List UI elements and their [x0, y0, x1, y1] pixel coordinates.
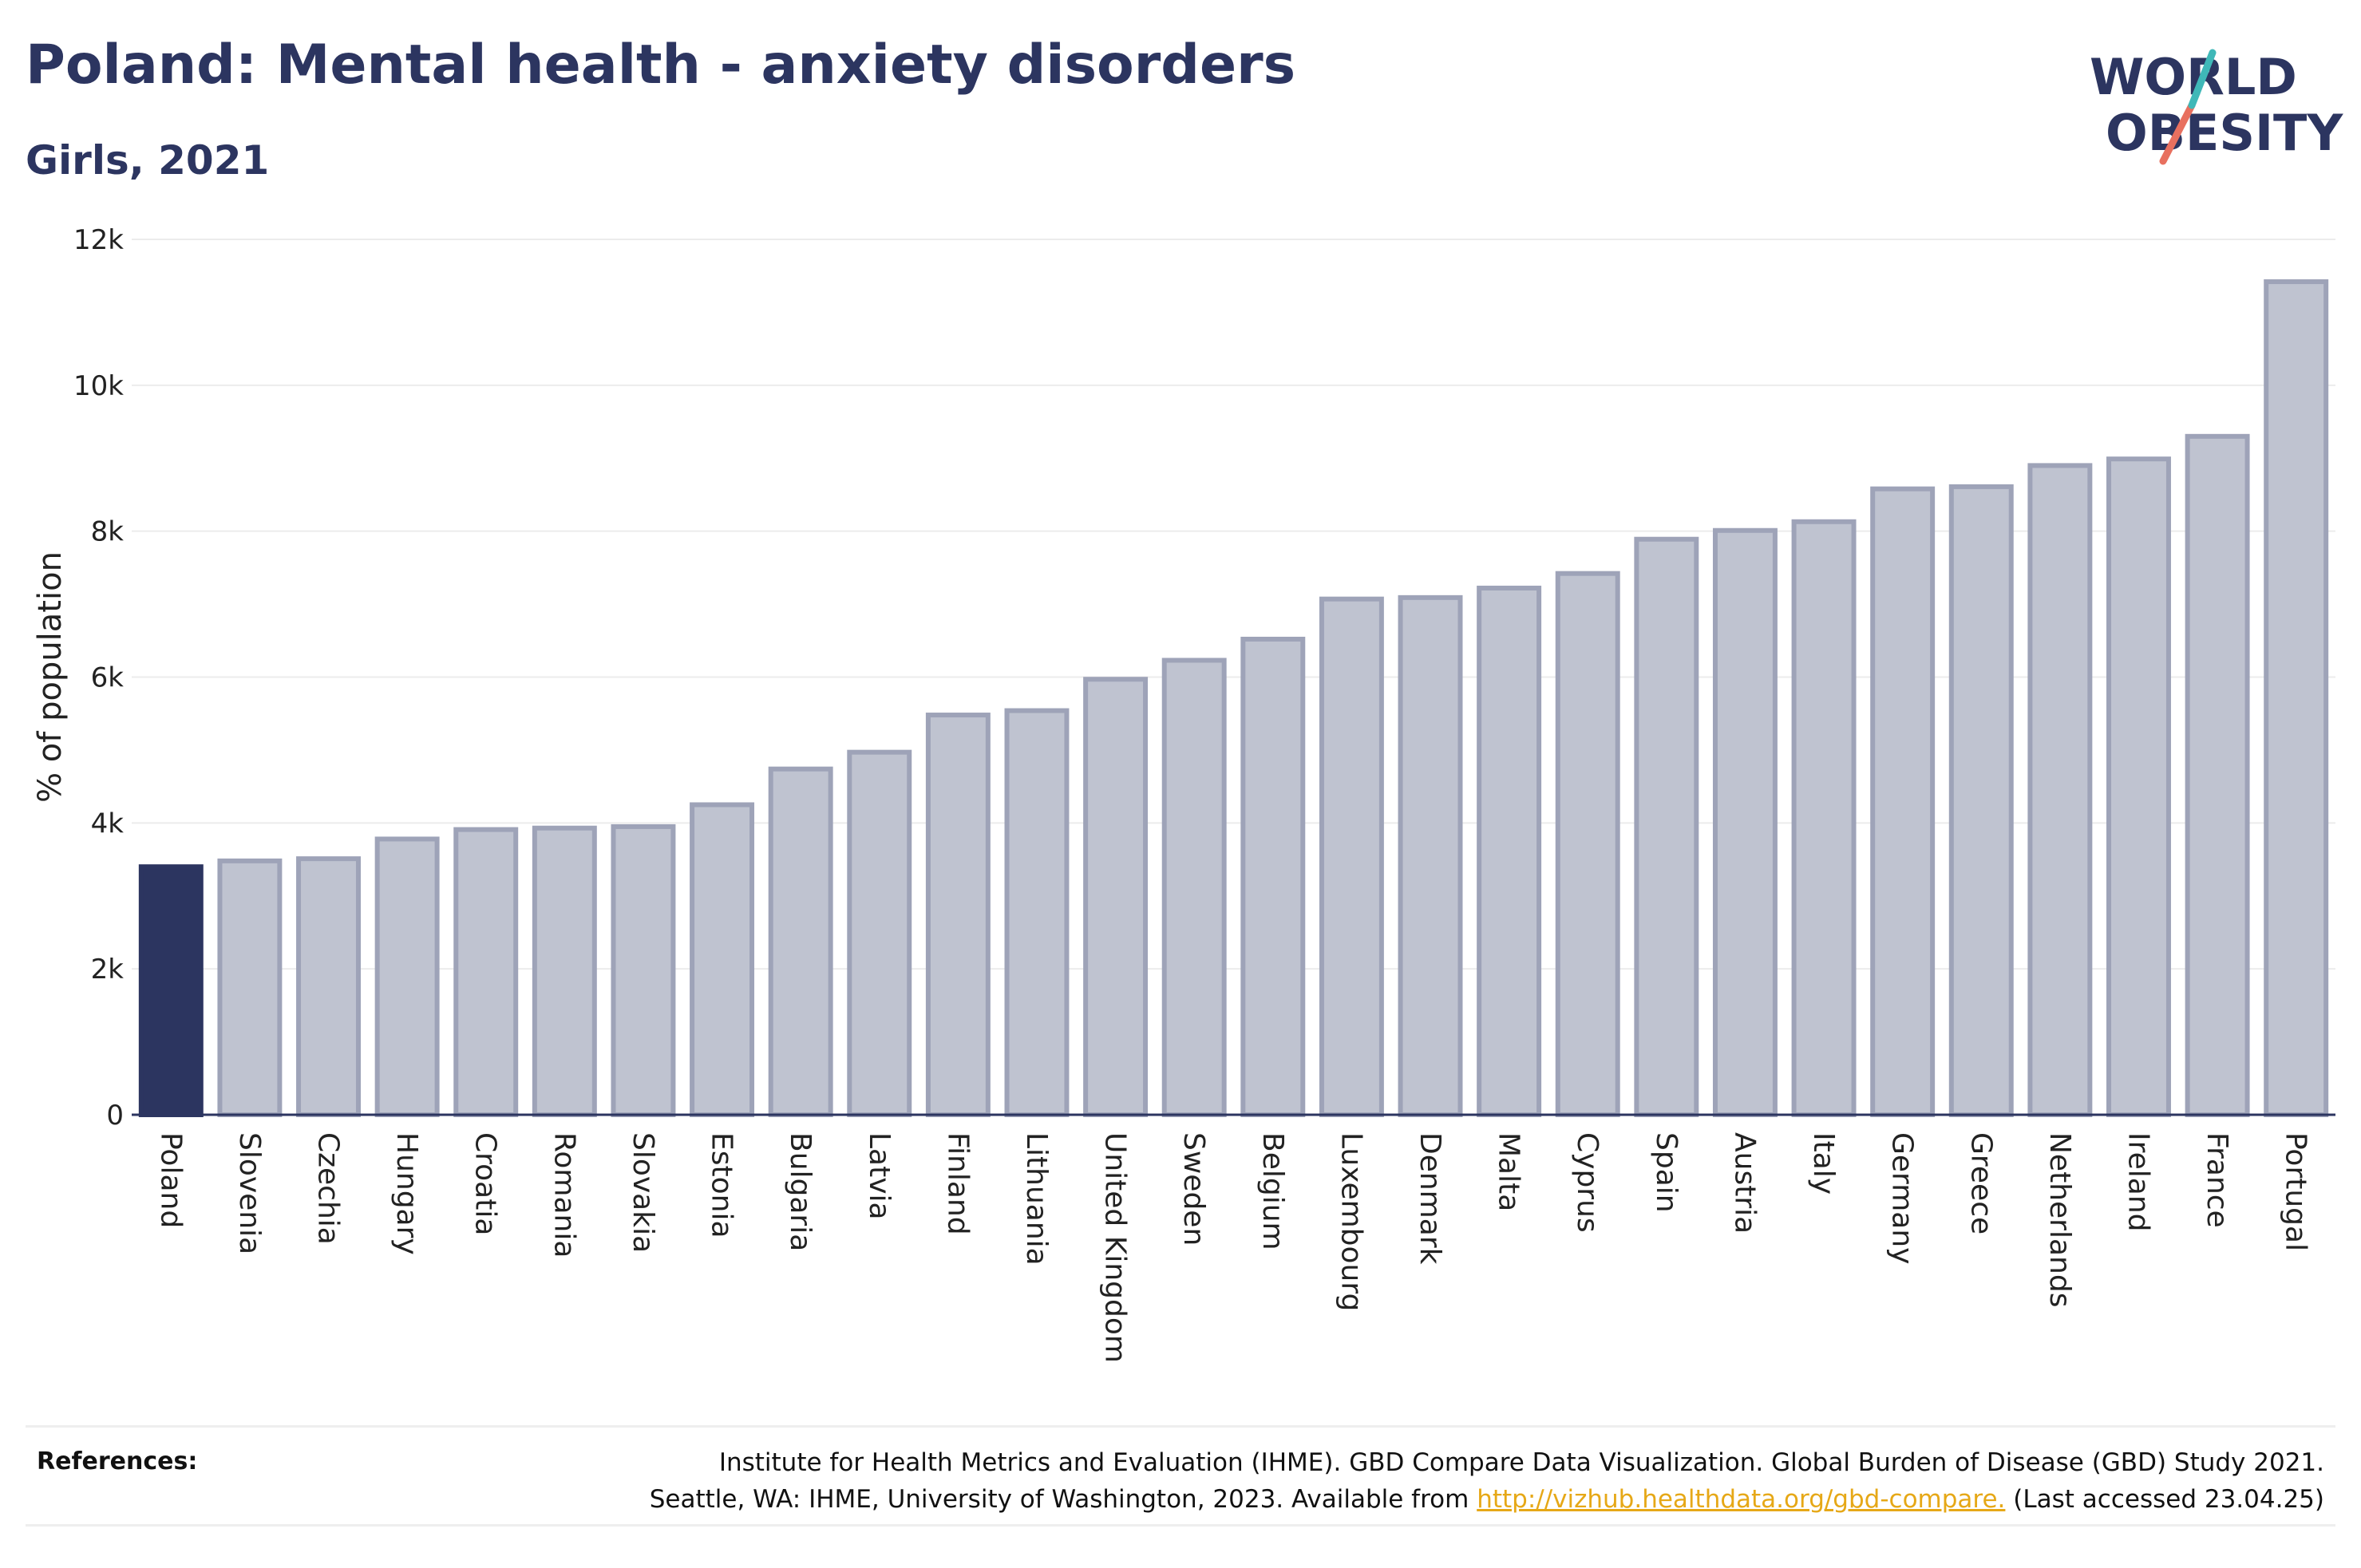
x-tick-label: Hungary — [390, 1132, 423, 1255]
y-tick-label: 0 — [106, 1100, 124, 1132]
bar-hungary — [374, 836, 440, 1117]
gbd-compare-link[interactable]: http://vizhub.healthdata.org/gbd-compare… — [1477, 1485, 2006, 1514]
x-tick-label: Romania — [548, 1132, 580, 1258]
x-tick-label: Estonia — [706, 1132, 738, 1238]
x-tick-label: Netherlands — [2043, 1132, 2076, 1307]
x-tick-label: Sweden — [1177, 1132, 1210, 1246]
y-tick-label: 12k — [73, 224, 124, 256]
x-tick-label: United Kingdom — [1099, 1132, 1132, 1363]
bars — [138, 279, 2329, 1118]
x-tick-label: Portugal — [2280, 1132, 2312, 1251]
bar-czechia — [296, 856, 361, 1117]
bar-italy — [1791, 519, 1857, 1117]
x-tick-label: Lithuania — [1020, 1132, 1053, 1266]
bar-germany — [1870, 486, 1936, 1117]
bar-poland — [138, 864, 204, 1118]
y-tick-label: 4k — [91, 808, 125, 839]
world-obesity-logo: WORLD OBESITY — [2090, 48, 2343, 165]
bar-chart: 0 2k 4k 6k 8k 10k 12k Poland Slovenia Czechia Hun… — [32, 224, 2335, 1363]
y-tick-label: 6k — [91, 662, 125, 694]
chart-subtitle: Girls, 2021 — [26, 137, 270, 184]
x-tick-label: Italy — [1807, 1132, 1840, 1195]
bar-latvia — [847, 749, 912, 1117]
x-tick-label: Bulgaria — [784, 1132, 817, 1251]
bar-luxembourg — [1319, 596, 1384, 1117]
logo-slash-red — [2159, 101, 2196, 165]
references-top-divider — [26, 1425, 2335, 1428]
y-tick-label: 8k — [91, 516, 125, 548]
x-axis: Poland Slovenia Czechia Hungary Croatia Roman… — [154, 1132, 2312, 1363]
y-axis-label: % of population — [32, 551, 69, 803]
x-tick-label: Germany — [1886, 1132, 1919, 1264]
references-heading: References: — [37, 1448, 198, 1475]
reference-line-2-start: Seattle, WA: IHME, University of Washing… — [649, 1485, 1469, 1514]
x-tick-label: Slovakia — [627, 1132, 659, 1253]
reference-line-2: Seattle, WA: IHME, University of Washing… — [409, 1481, 2324, 1518]
bar-austria — [1712, 527, 1778, 1117]
bar-lithuania — [1004, 708, 1070, 1118]
x-tick-label: Latvia — [863, 1132, 896, 1220]
x-tick-label: Poland — [154, 1132, 187, 1228]
bar-united-kingdom — [1083, 677, 1149, 1117]
x-tick-label: Spain — [1650, 1132, 1683, 1213]
x-tick-label: Slovenia — [233, 1132, 266, 1254]
logo-slash-teal — [2188, 49, 2217, 109]
bar-spain — [1634, 536, 1699, 1117]
reference-line-2-end: (Last accessed 23.04.25) — [2013, 1485, 2324, 1514]
bar-croatia — [453, 827, 519, 1117]
bar-greece — [1948, 484, 2014, 1117]
bar-cyprus — [1555, 571, 1620, 1117]
y-axis: 0 2k 4k 6k 8k 10k 12k — [73, 224, 124, 1132]
x-tick-label: France — [2201, 1132, 2233, 1228]
bar-finland — [925, 713, 991, 1118]
bar-netherlands — [2027, 463, 2093, 1117]
bar-france — [2185, 433, 2250, 1117]
chart-title: Poland: Mental health - anxiety disorder… — [26, 34, 1296, 97]
x-tick-label: Austria — [1728, 1132, 1761, 1234]
x-tick-label: Cyprus — [1571, 1132, 1604, 1233]
x-tick-label: Luxembourg — [1335, 1132, 1367, 1311]
bar-portugal — [2264, 279, 2329, 1118]
references-text: Institute for Health Metrics and Evaluat… — [409, 1444, 2324, 1518]
bar-sweden — [1161, 658, 1227, 1117]
x-tick-label: Greece — [1964, 1132, 1997, 1234]
x-tick-label: Belgium — [1256, 1132, 1289, 1250]
x-tick-label: Denmark — [1414, 1132, 1446, 1265]
bar-romania — [532, 825, 597, 1118]
bar-denmark — [1398, 594, 1463, 1117]
bar-slovenia — [217, 858, 283, 1117]
x-tick-label: Finland — [941, 1132, 974, 1235]
references-bottom-divider — [26, 1524, 2335, 1527]
x-tick-label: Malta — [1493, 1132, 1525, 1211]
bar-bulgaria — [768, 766, 833, 1117]
bar-slovakia — [611, 823, 676, 1117]
bar-estonia — [690, 802, 755, 1118]
x-tick-label: Ireland — [2122, 1132, 2154, 1232]
bar-belgium — [1240, 636, 1306, 1117]
x-tick-label: Croatia — [469, 1132, 502, 1235]
x-tick-label: Czechia — [312, 1132, 345, 1245]
logo-line-2: OBESITY — [2106, 104, 2343, 162]
reference-line-1: Institute for Health Metrics and Evaluat… — [718, 1448, 2324, 1477]
bar-ireland — [2106, 456, 2171, 1117]
bar-malta — [1477, 585, 1542, 1117]
y-tick-label: 2k — [91, 954, 125, 985]
y-tick-label: 10k — [73, 370, 124, 402]
